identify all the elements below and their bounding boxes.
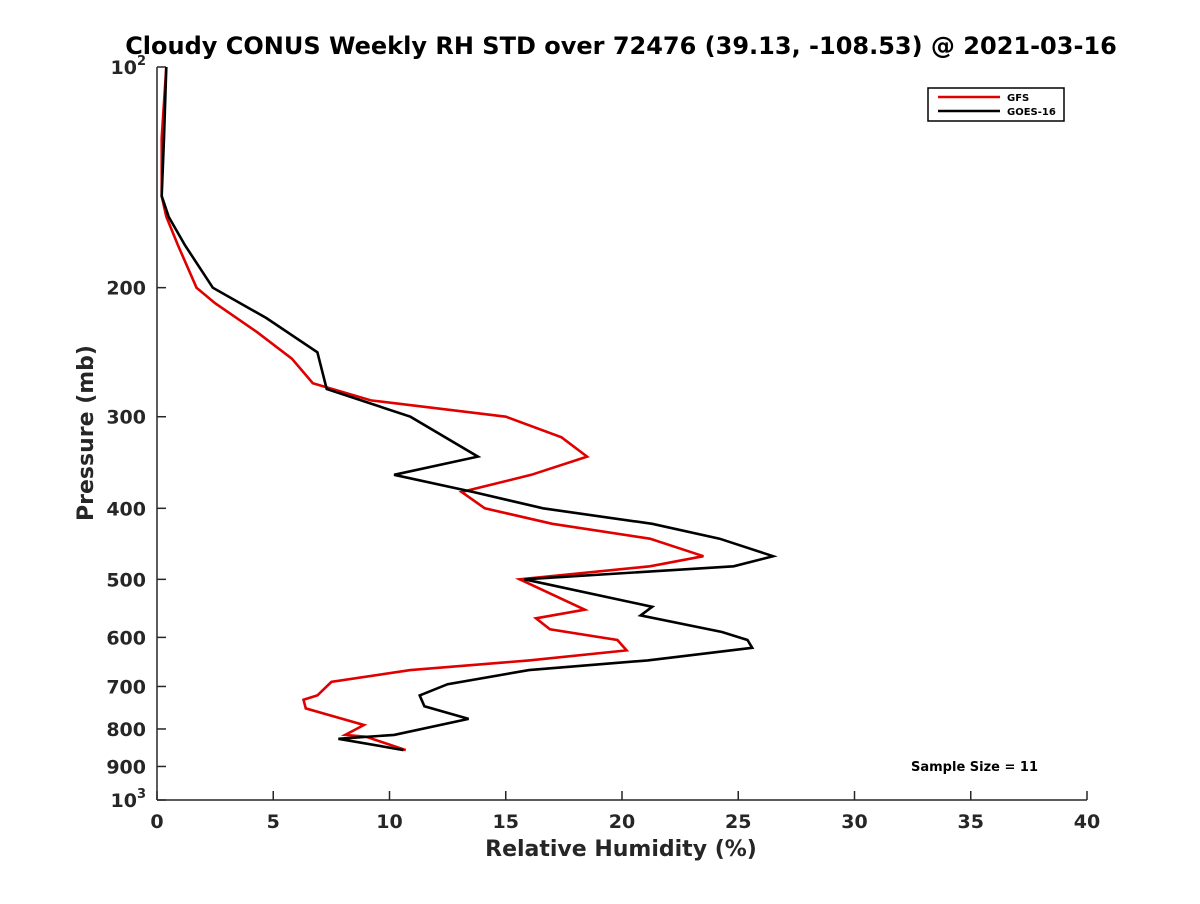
legend-label-gfs: GFS <box>1007 93 1029 104</box>
series-line-goes-16 <box>160 66 778 752</box>
x-tick-label: 20 <box>609 811 635 833</box>
axes <box>156 67 1087 801</box>
y-ticks: 102 200 300 400 500 600 700 800 900 103 <box>106 54 166 812</box>
x-ticks: 0 5 10 15 20 25 30 35 40 <box>150 791 1100 833</box>
y-tick-label: 300 <box>106 407 146 429</box>
chart-title: Cloudy CONUS Weekly RH STD over 72476 (3… <box>125 32 1117 60</box>
legend-label-goes-16: GOES-16 <box>1007 107 1056 118</box>
x-tick-label: 10 <box>376 811 402 833</box>
series-layer <box>160 66 778 752</box>
legend-items: GFS GOES-16 <box>938 93 1056 118</box>
x-tick-label: 30 <box>841 811 867 833</box>
y-tick-label: 103 <box>111 787 147 812</box>
y-tick-label: 200 <box>106 278 146 300</box>
sample-size-annotation: Sample Size = 11 <box>911 760 1038 775</box>
x-tick-label: 35 <box>958 811 984 833</box>
x-tick-label: 40 <box>1074 811 1100 833</box>
y-tick-label: 102 <box>111 54 147 79</box>
x-tick-label: 25 <box>725 811 751 833</box>
y-axis-label: Pressure (mb) <box>74 345 99 521</box>
y-tick-label: 600 <box>106 627 146 649</box>
x-tick-label: 0 <box>150 811 163 833</box>
x-axis-label: Relative Humidity (%) <box>485 837 757 862</box>
y-tick-label: 500 <box>106 569 146 591</box>
legend-box <box>927 87 1065 122</box>
y-tick-label: 700 <box>106 676 146 698</box>
y-tick-label: 400 <box>106 498 146 520</box>
legend: GFS GOES-16 <box>927 87 1065 122</box>
y-tick-label: 900 <box>106 756 146 778</box>
x-tick-label: 5 <box>267 811 280 833</box>
y-tick-label: 800 <box>106 719 146 741</box>
series-line-gfs <box>160 66 704 752</box>
x-tick-label: 15 <box>493 811 519 833</box>
